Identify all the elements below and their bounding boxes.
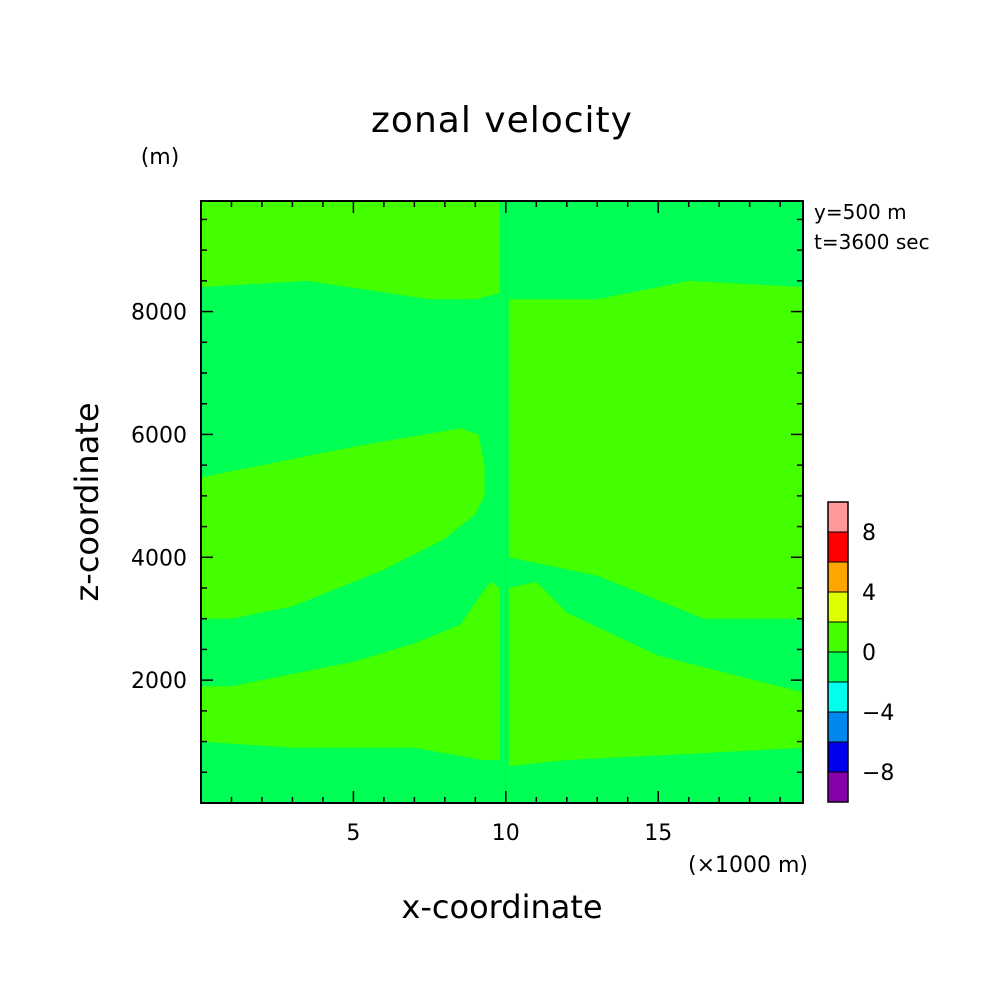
colorbar-swatch [827,531,849,563]
y-tick-label: 2000 [131,669,187,694]
colorbar-swatch [827,681,849,713]
colorbar-tick-label: 0 [862,641,876,666]
y-tick-label: 4000 [131,546,187,571]
annotation-t: t=3600 sec [814,230,930,254]
y-axis: 2000 4000 6000 8000 [131,218,803,774]
x-axis-label: x-coordinate [401,888,602,926]
y-axis-label: z-coordinate [68,402,106,601]
x-tick-label: 10 [492,821,520,846]
plot-area [200,200,804,804]
colorbar-tick-label: 4 [862,581,876,606]
contour-region-4 [508,280,803,619]
plot-frame [200,200,804,804]
colorbar-swatch [827,711,849,743]
colorbar: −8 −4 0 4 8 [827,501,894,803]
y-tick-label: 6000 [131,423,187,448]
colorbar-swatch [827,561,849,593]
colorbar-swatch [827,771,849,803]
colorbar-swatch [827,621,849,653]
colorbar-swatch [827,741,849,773]
colorbar-swatch [827,591,849,623]
x-axis: 5 10 15 [230,201,781,846]
y-unit-label: (m) [141,145,180,170]
colorbar-tick-label: −8 [862,761,894,786]
contour-region-3 [201,581,500,760]
colorbar-tick-label: −4 [862,701,894,726]
contour-region-2 [201,428,485,619]
colorbar-tick-label: 8 [862,521,876,546]
contour-region-1 [201,201,500,300]
colorbar-frame [827,501,849,803]
x-unit-label: (×1000 m) [688,853,808,878]
x-tick-label: 5 [346,821,360,846]
chart-title: zonal velocity [371,100,633,141]
colorbar-swatch [827,501,849,533]
contour-region-5 [508,581,803,767]
colorbar-swatch [827,651,849,683]
x-tick-label: 15 [644,821,672,846]
y-tick-label: 8000 [131,301,187,326]
annotation-y: y=500 m [814,200,907,224]
